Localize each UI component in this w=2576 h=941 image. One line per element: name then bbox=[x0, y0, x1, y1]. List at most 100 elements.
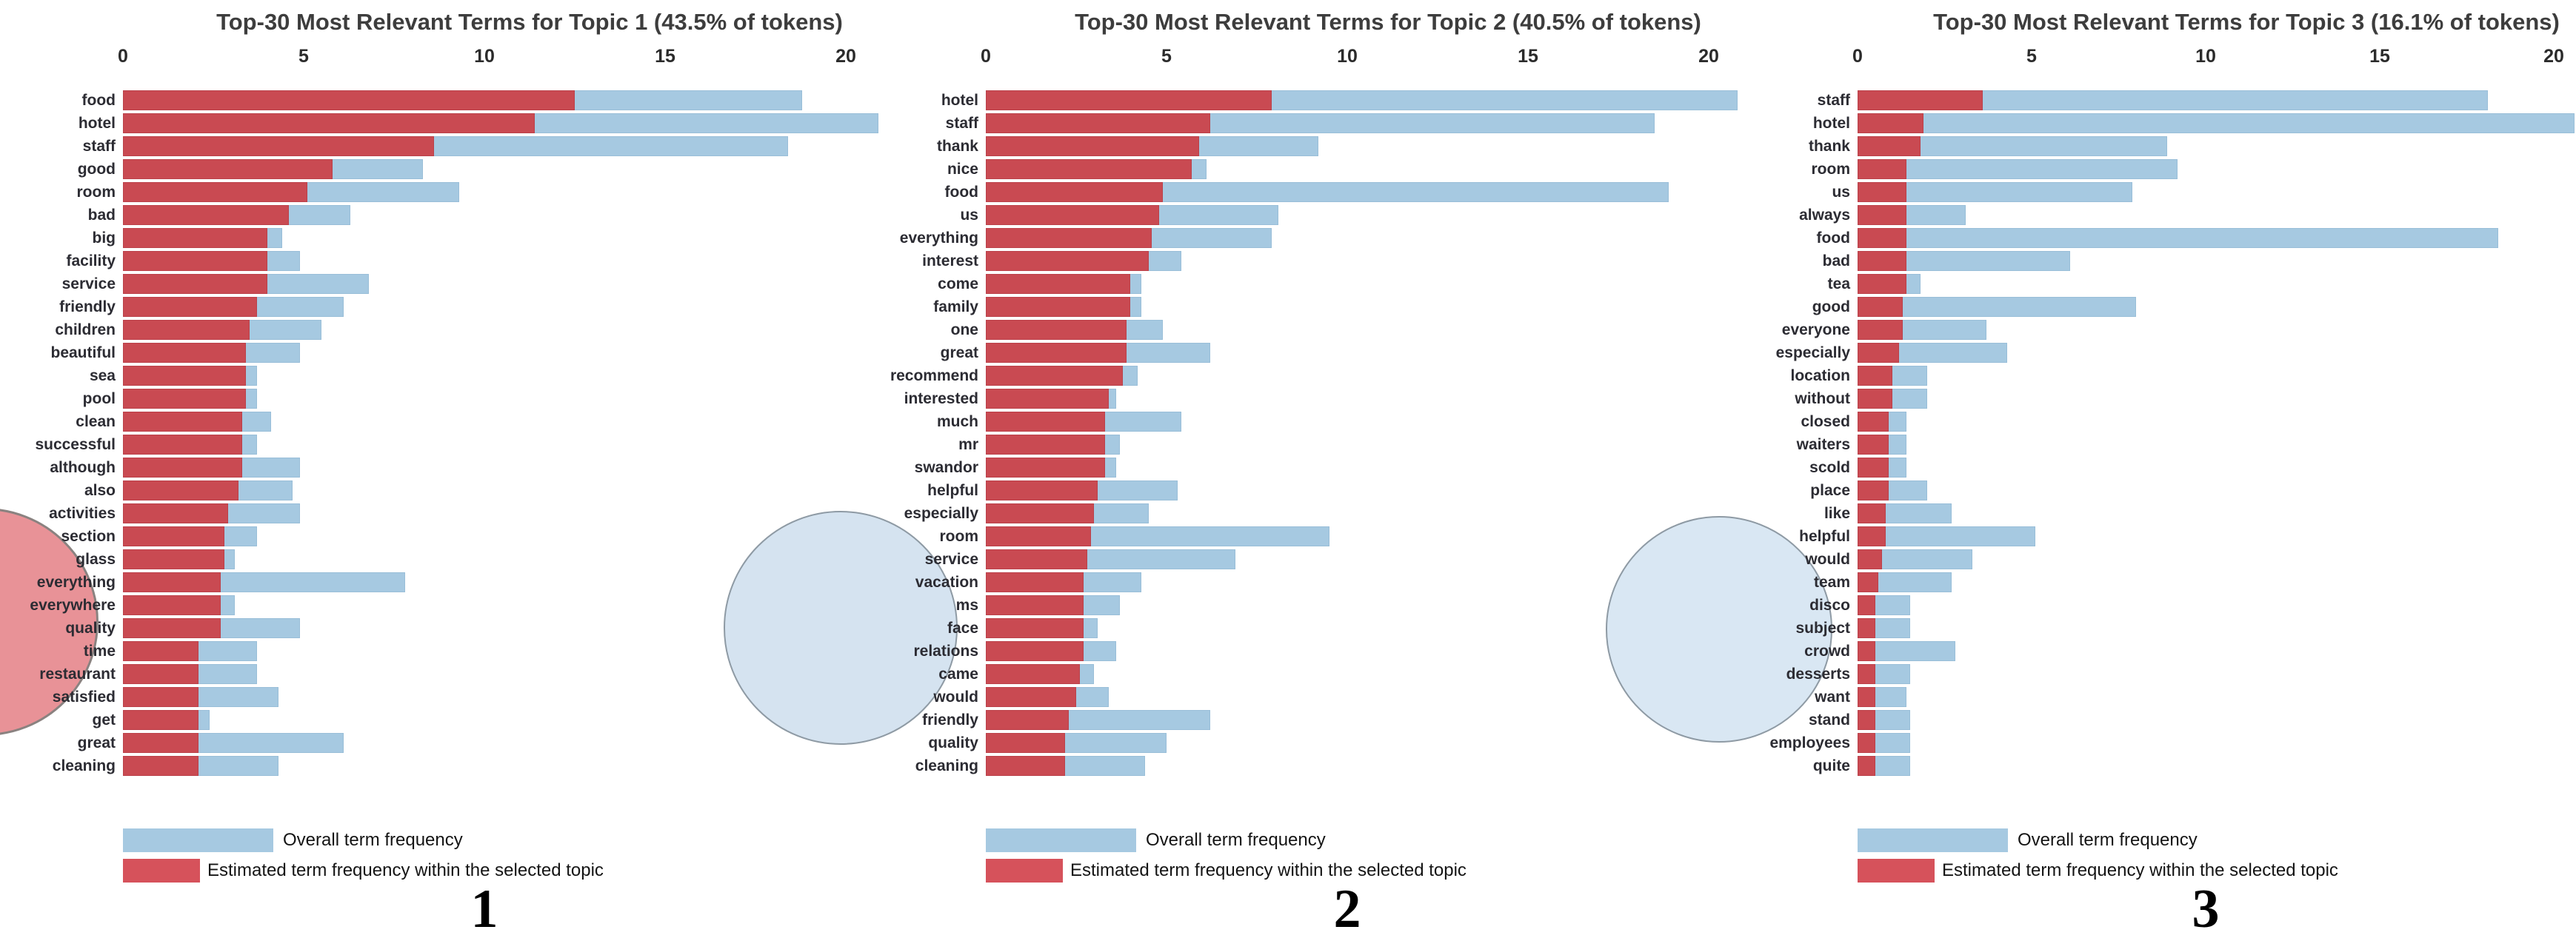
topic-frequency-bar bbox=[123, 182, 307, 202]
term-row: quite bbox=[1717, 754, 2576, 777]
topic-frequency-bar bbox=[986, 343, 1127, 363]
term-row: much bbox=[858, 410, 1718, 433]
term-label: thank bbox=[936, 138, 978, 155]
term-label: relations bbox=[913, 643, 978, 660]
term-label: without bbox=[1795, 390, 1850, 407]
term-row: desserts bbox=[1717, 663, 2576, 686]
x-tick-label: 0 bbox=[118, 46, 128, 67]
topic-frequency-bar bbox=[123, 526, 224, 546]
legend-topic-label: Estimated term frequency within the sele… bbox=[1070, 860, 1466, 880]
topic-frequency-bar bbox=[1858, 90, 1983, 110]
term-label: section bbox=[61, 528, 116, 545]
topic-frequency-bar bbox=[123, 641, 199, 661]
topic-frequency-bar bbox=[123, 205, 290, 225]
term-label: much bbox=[936, 413, 978, 430]
topic-frequency-bar bbox=[1858, 595, 1875, 615]
topic-frequency-bar bbox=[986, 687, 1076, 707]
term-label: team bbox=[1813, 574, 1850, 591]
term-label: ms bbox=[955, 597, 978, 614]
topic-frequency-bar bbox=[123, 756, 199, 776]
x-tick-label: 10 bbox=[1337, 46, 1358, 67]
term-label: disco bbox=[1809, 597, 1850, 614]
term-label: tea bbox=[1827, 275, 1850, 292]
term-row: stand bbox=[1717, 709, 2576, 731]
term-row: crowd bbox=[1717, 640, 2576, 663]
term-row: room bbox=[858, 525, 1718, 548]
topic-frequency-bar bbox=[1858, 733, 1875, 753]
term-row: location bbox=[1717, 364, 2576, 387]
x-axis-ticks: 0 5 10 15 20 bbox=[858, 0, 1719, 74]
term-row: always bbox=[1717, 204, 2576, 227]
term-label: would bbox=[933, 689, 978, 706]
topic-frequency-bar bbox=[1858, 687, 1875, 707]
topic-frequency-bar bbox=[1858, 389, 1892, 409]
term-row: come bbox=[858, 272, 1718, 295]
legend-overall-label: Overall term frequency bbox=[1146, 830, 1326, 850]
topic-frequency-bar bbox=[123, 343, 246, 363]
topic-frequency-bar bbox=[123, 389, 246, 409]
term-label: family bbox=[933, 298, 978, 315]
topic-frequency-bar bbox=[986, 159, 1192, 179]
topic-frequency-bar bbox=[1858, 618, 1875, 638]
topic-frequency-bar bbox=[986, 412, 1106, 432]
topic-frequency-bar bbox=[986, 595, 1084, 615]
term-row: waiters bbox=[1717, 433, 2576, 456]
term-row: room bbox=[1717, 158, 2576, 181]
term-label: cleaning bbox=[915, 757, 978, 774]
term-row: staff bbox=[858, 112, 1718, 135]
term-row: especially bbox=[858, 502, 1718, 525]
term-row: hotel bbox=[858, 89, 1738, 112]
legend-topic-swatch bbox=[986, 859, 1063, 883]
term-label: everything bbox=[36, 574, 116, 591]
term-row: us bbox=[1717, 181, 2576, 204]
x-tick-label: 0 bbox=[1852, 46, 1863, 67]
topic-frequency-bar bbox=[986, 389, 1109, 409]
term-row: pool bbox=[0, 387, 859, 410]
term-row: get bbox=[0, 709, 859, 731]
term-label: room bbox=[939, 528, 979, 545]
topic-frequency-bar bbox=[986, 435, 1106, 455]
legend-topic-label: Estimated term frequency within the sele… bbox=[207, 860, 604, 880]
term-label: sea bbox=[89, 367, 116, 384]
chart-title: Top-30 Most Relevant Terms for Topic 1 (… bbox=[216, 9, 843, 35]
topic-frequency-bar bbox=[123, 274, 268, 294]
term-row: time bbox=[0, 640, 859, 663]
term-label: hotel bbox=[78, 115, 116, 132]
panel-number: 1 bbox=[470, 879, 498, 940]
x-axis-ticks: 0 5 10 15 20 bbox=[1717, 0, 2576, 74]
term-row: one bbox=[858, 318, 1718, 341]
term-row: great bbox=[858, 341, 1718, 364]
topic-frequency-bar bbox=[123, 412, 243, 432]
term-label: staff bbox=[945, 115, 978, 132]
topic-frequency-bar bbox=[123, 710, 199, 730]
x-tick-label: 20 bbox=[1698, 46, 1719, 67]
topic-frequency-bar bbox=[123, 733, 199, 753]
topic-frequency-bar bbox=[986, 297, 1131, 317]
term-label: satisfied bbox=[52, 689, 116, 706]
x-tick-label: 10 bbox=[2195, 46, 2216, 67]
legend-overall-label: Overall term frequency bbox=[283, 830, 463, 850]
x-tick-label: 5 bbox=[2026, 46, 2037, 67]
term-label: helpful bbox=[927, 482, 978, 499]
legend-overall-swatch bbox=[986, 828, 1136, 852]
term-label: glass bbox=[76, 551, 116, 568]
term-row: nice bbox=[858, 158, 1718, 181]
chart-title: Top-30 Most Relevant Terms for Topic 3 (… bbox=[1933, 9, 2560, 35]
term-label: closed bbox=[1801, 413, 1850, 430]
topic-frequency-bar bbox=[986, 458, 1106, 478]
term-row: big bbox=[0, 227, 859, 250]
term-label: great bbox=[77, 734, 116, 751]
term-row: restaurant bbox=[0, 663, 859, 686]
topic-frequency-bar bbox=[1858, 549, 1882, 569]
topic-frequency-bar bbox=[123, 458, 243, 478]
term-label: hotel bbox=[1812, 115, 1850, 132]
term-row: recommend bbox=[858, 364, 1718, 387]
term-row: clean bbox=[0, 410, 859, 433]
topic-frequency-bar bbox=[123, 480, 239, 500]
term-row: helpful bbox=[1717, 525, 2576, 548]
term-label: good bbox=[77, 161, 116, 178]
topic-frequency-bar bbox=[986, 572, 1084, 592]
topic-frequency-bar bbox=[1858, 182, 1906, 202]
topic-frequency-bar bbox=[1858, 136, 1921, 156]
